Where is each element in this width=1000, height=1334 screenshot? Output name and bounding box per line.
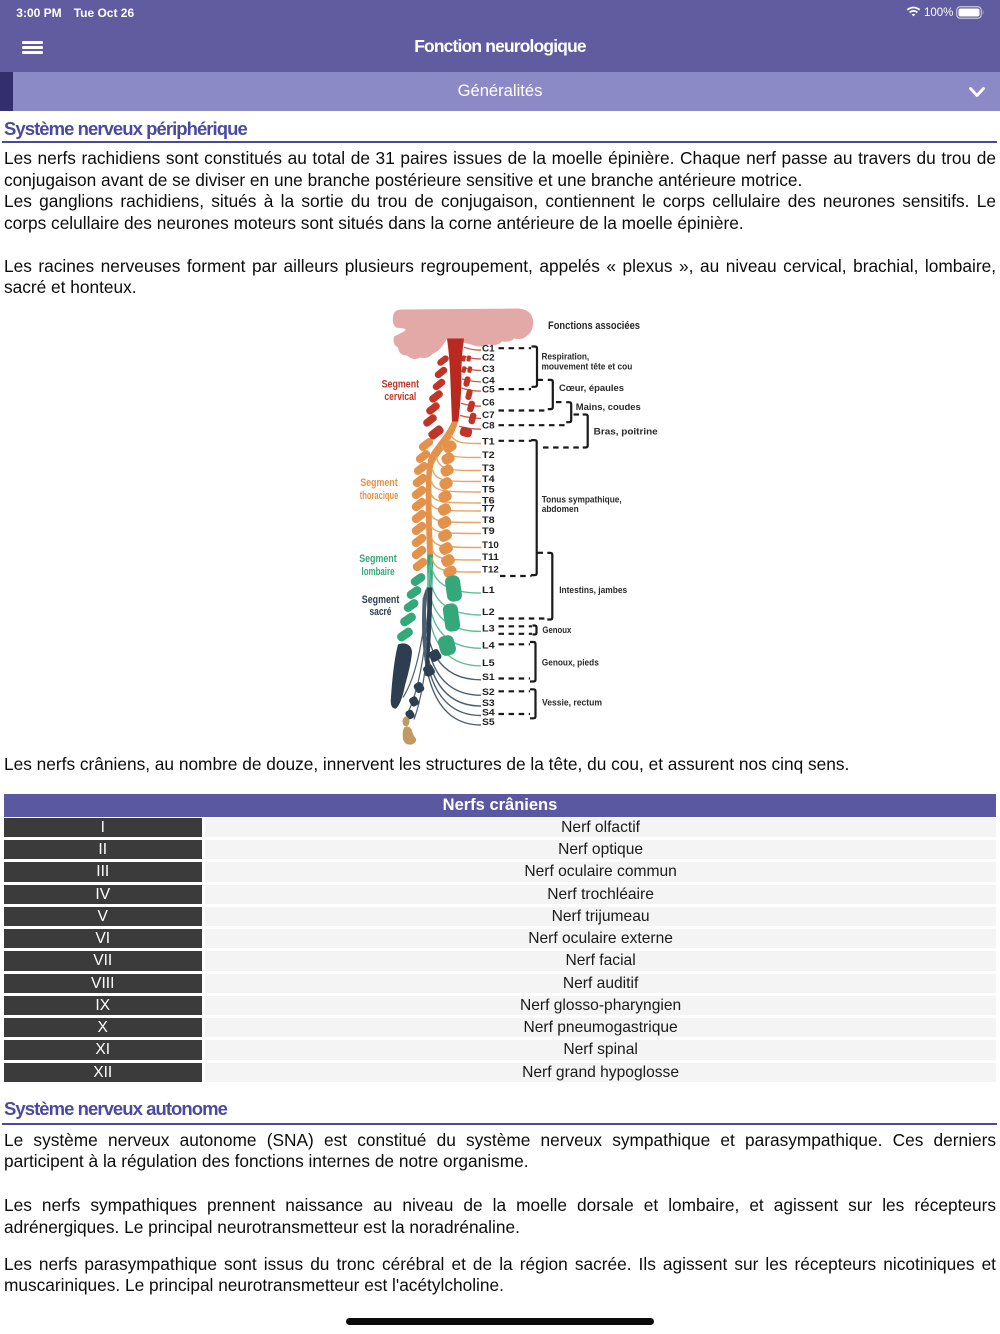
svg-text:L1: L1 (482, 585, 495, 596)
svg-text:C2: C2 (482, 353, 495, 364)
svg-text:S5: S5 (482, 717, 495, 728)
svg-text:Vessie, rectum: Vessie, rectum (542, 698, 602, 708)
svg-text:S4: S4 (482, 708, 495, 719)
svg-text:T4: T4 (482, 474, 495, 485)
svg-text:C8: C8 (482, 421, 495, 432)
svg-text:S2: S2 (482, 687, 495, 698)
svg-text:Segment: Segment (382, 379, 420, 391)
svg-text:T12: T12 (482, 564, 499, 575)
svg-text:T9: T9 (482, 526, 495, 537)
svg-text:sacré: sacré (370, 606, 392, 618)
svg-text:Genoux: Genoux (542, 625, 572, 635)
svg-text:C6: C6 (482, 398, 495, 409)
svg-text:T2: T2 (482, 450, 495, 461)
svg-text:T10: T10 (482, 540, 499, 551)
svg-text:S3: S3 (482, 698, 495, 709)
svg-text:Bras, poitrine: Bras, poitrine (594, 427, 658, 437)
svg-text:Respiration,: Respiration, (542, 352, 590, 362)
svg-text:S1: S1 (482, 672, 495, 683)
svg-text:Genoux, pieds: Genoux, pieds (542, 658, 599, 668)
svg-text:T11: T11 (482, 552, 499, 563)
svg-text:Mains, coudes: Mains, coudes (576, 402, 641, 412)
svg-text:lombaire: lombaire (362, 566, 395, 578)
svg-text:L3: L3 (482, 624, 495, 635)
svg-text:Segment: Segment (359, 553, 397, 565)
svg-text:T3: T3 (482, 463, 495, 474)
svg-text:Intestins, jambes: Intestins, jambes (559, 585, 627, 595)
svg-text:T6: T6 (482, 495, 495, 506)
svg-text:C4: C4 (482, 375, 495, 386)
svg-text:cervical: cervical (384, 391, 416, 403)
svg-text:L5: L5 (482, 658, 495, 669)
svg-text:Fonctions associées: Fonctions associées (548, 320, 640, 332)
svg-text:T5: T5 (482, 485, 495, 496)
svg-text:C1: C1 (482, 344, 495, 355)
svg-text:T7: T7 (482, 504, 495, 515)
svg-text:C7: C7 (482, 410, 495, 421)
svg-text:Cœur, épaules: Cœur, épaules (559, 383, 624, 393)
svg-text:C5: C5 (482, 385, 495, 396)
svg-text:L4: L4 (482, 640, 495, 651)
svg-text:T8: T8 (482, 515, 495, 526)
svg-text:Tonus sympathique,: Tonus sympathique, (542, 495, 622, 505)
svg-text:C3: C3 (482, 364, 495, 375)
svg-text:mouvement tête et cou: mouvement tête et cou (542, 361, 633, 371)
svg-text:Segment: Segment (360, 477, 398, 489)
svg-text:L2: L2 (482, 607, 495, 618)
svg-text:T1: T1 (482, 436, 495, 447)
svg-text:abdomen: abdomen (542, 504, 579, 514)
svg-text:Segment: Segment (362, 594, 400, 606)
svg-text:thoracique: thoracique (360, 490, 399, 502)
